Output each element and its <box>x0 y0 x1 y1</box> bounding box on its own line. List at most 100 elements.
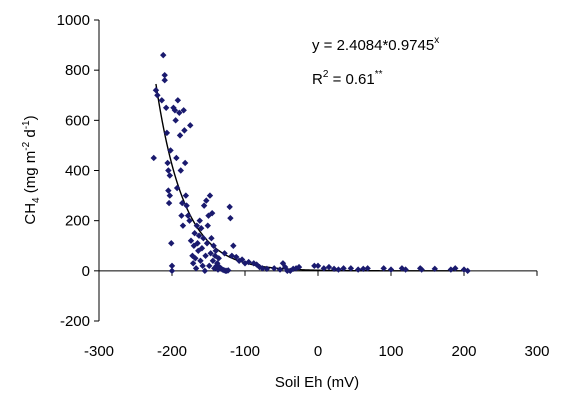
data-point <box>154 92 161 99</box>
data-point <box>209 257 217 264</box>
r-squared: R2 = 0.61** <box>312 69 383 88</box>
data-point <box>206 262 213 270</box>
data-point <box>191 230 198 237</box>
x-tick-label: 200 <box>451 343 476 360</box>
data-point <box>179 199 186 207</box>
data-point <box>177 167 184 174</box>
data-point <box>193 222 201 229</box>
data-point <box>200 235 207 242</box>
y-axis-label-main: CH <box>22 203 39 225</box>
y-tick-label: 0 <box>82 263 90 280</box>
data-point <box>161 77 168 84</box>
y-axis-label-exp2: -1 <box>21 120 32 129</box>
data-point <box>192 255 199 262</box>
data-point <box>380 265 387 272</box>
y-tick-label: 1000 <box>57 12 90 29</box>
data-point <box>179 222 187 229</box>
data-point <box>162 104 170 111</box>
data-point <box>238 256 246 263</box>
data-point <box>194 240 201 247</box>
data-point <box>340 265 347 272</box>
data-point <box>271 265 278 272</box>
data-point <box>263 265 271 273</box>
data-point <box>364 265 371 272</box>
data-point <box>168 240 175 247</box>
r-squared-r: R <box>312 71 323 88</box>
data-point <box>325 263 333 271</box>
y-tick-label: 200 <box>65 213 90 230</box>
data-point <box>184 212 192 219</box>
data-point <box>206 192 214 199</box>
data-point <box>166 192 174 199</box>
data-point <box>160 51 167 59</box>
fit-equation: y = 2.4084*0.9745x <box>312 35 439 54</box>
tick-marks <box>94 19 538 322</box>
data-point <box>202 252 209 259</box>
data-point <box>180 107 187 114</box>
data-point <box>452 265 459 272</box>
data-point <box>198 245 206 252</box>
data-point <box>210 242 217 249</box>
fit-curve <box>155 83 468 272</box>
data-point <box>187 237 195 244</box>
data-point <box>347 265 355 272</box>
data-point <box>181 127 188 134</box>
y-axis-label: CH4 (mg m-2 d-1) <box>21 115 42 224</box>
data-point <box>431 265 438 273</box>
data-point <box>314 262 322 270</box>
data-point <box>208 235 215 242</box>
data-point <box>360 265 367 273</box>
data-point <box>215 255 222 262</box>
x-tick-label: -300 <box>84 343 114 360</box>
data-point <box>168 267 176 275</box>
y-axis-label-subscript: 4 <box>31 197 42 203</box>
y-tick-label: 400 <box>65 163 90 180</box>
fit-equation-exponent: x <box>434 35 439 46</box>
data-point <box>181 159 189 167</box>
data-point <box>165 187 172 194</box>
data-point <box>172 117 179 124</box>
data-point <box>164 159 171 167</box>
axes <box>98 20 537 321</box>
data-point <box>150 154 157 162</box>
data-point <box>176 132 184 139</box>
y-axis-label-units-post: ) <box>22 115 39 120</box>
y-tick-label: -200 <box>60 313 90 330</box>
data-point <box>163 129 171 137</box>
data-point <box>207 250 214 257</box>
data-point <box>176 109 183 117</box>
data-points <box>150 51 471 275</box>
data-point <box>259 265 266 272</box>
data-point <box>203 197 210 204</box>
x-axis-label: Soil Eh (mV) <box>275 374 359 391</box>
data-point <box>189 260 197 267</box>
data-point <box>174 97 182 104</box>
data-point <box>166 172 174 179</box>
r-squared-value: = 0.61 <box>328 71 374 88</box>
data-point <box>186 217 193 224</box>
data-point <box>173 184 181 192</box>
data-point <box>190 242 198 249</box>
data-point <box>198 224 205 232</box>
data-point <box>221 250 228 257</box>
data-point <box>152 87 160 94</box>
data-point <box>402 266 409 273</box>
data-point <box>225 267 232 274</box>
data-point <box>227 214 234 222</box>
data-point <box>230 242 237 249</box>
x-tick-label: -100 <box>230 343 260 360</box>
data-point <box>165 199 173 207</box>
x-tick-label: 300 <box>524 343 549 360</box>
data-point <box>168 262 176 270</box>
data-point <box>165 167 172 174</box>
data-point <box>464 267 471 275</box>
data-point <box>201 267 209 275</box>
x-tick-label: -200 <box>157 343 187 360</box>
y-tick-label: 600 <box>65 112 90 129</box>
data-point <box>245 258 252 266</box>
data-point <box>197 257 204 264</box>
data-point <box>196 217 203 224</box>
data-point <box>226 203 233 211</box>
fit-equation-main: y = 2.4084*0.9745 <box>312 37 434 54</box>
